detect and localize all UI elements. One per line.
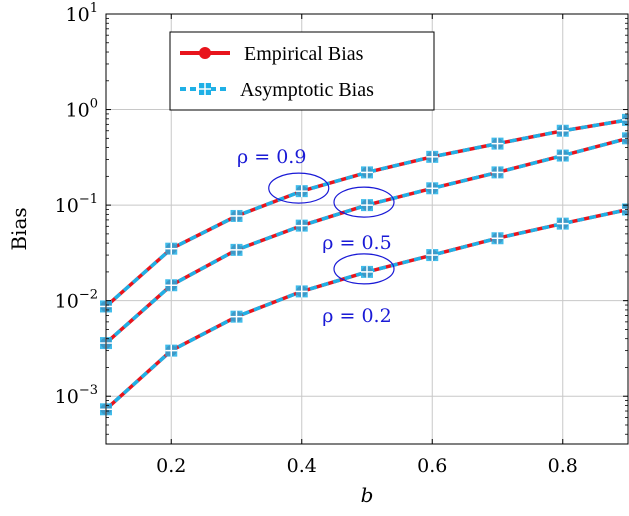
y-tick-label: 10−3 (55, 383, 98, 408)
legend-marker-empirical (199, 47, 211, 59)
x-tick-label: 0.2 (156, 455, 186, 477)
asymptotic-line (104, 136, 629, 345)
x-tick-label: 0.8 (548, 455, 578, 477)
annotations: ρ = 0.9 ρ = 0.5 ρ = 0.2 (237, 146, 395, 327)
rho-annotation-label: ρ = 0.2 (322, 305, 391, 327)
y-tick-label: 101 (66, 1, 98, 26)
x-tick-label: 0.6 (417, 455, 447, 477)
y-tick-base: 10 (66, 4, 90, 26)
legend-box (169, 31, 435, 111)
x-axis-title: b (361, 483, 374, 507)
y-tick-base: 10 (55, 291, 79, 313)
y-tick-base: 10 (55, 195, 79, 217)
rho-annotation-ellipse (333, 253, 395, 285)
legend: Empirical Bias Asymptotic Bias (169, 31, 435, 111)
y-tick-exponent: 1 (90, 1, 98, 16)
legend-label-asymptotic: Asymptotic Bias (240, 79, 374, 101)
legend-label-empirical: Empirical Bias (244, 43, 364, 65)
y-axis-title: Bias (7, 207, 31, 250)
y-tick-label: 10−1 (55, 192, 98, 217)
x-tick-label: 0.4 (287, 455, 317, 477)
y-tick-label: 10−2 (55, 288, 98, 313)
y-tick-exponent: −2 (79, 288, 98, 303)
rho-annotation-ellipse (268, 172, 330, 204)
asymptotic-line (104, 118, 629, 308)
y-tick-base: 10 (55, 386, 79, 408)
y-tick-base: 10 (66, 100, 90, 122)
series-layer (100, 113, 629, 416)
y-tick-exponent: 0 (90, 97, 98, 112)
legend-entry-empirical: Empirical Bias (180, 43, 364, 65)
y-tick-label: 100 (66, 97, 98, 122)
rho-annotation-ellipse (333, 186, 395, 218)
asymptotic-line (104, 207, 629, 411)
y-tick-exponent: −1 (79, 192, 98, 207)
legend-entry-asymptotic: Asymptotic Bias (180, 79, 374, 101)
rho-annotation-label: ρ = 0.5 (322, 232, 391, 254)
rho-annotation-label: ρ = 0.9 (237, 146, 306, 168)
plot-frame (105, 13, 629, 445)
y-tick-exponent: −3 (79, 383, 98, 398)
